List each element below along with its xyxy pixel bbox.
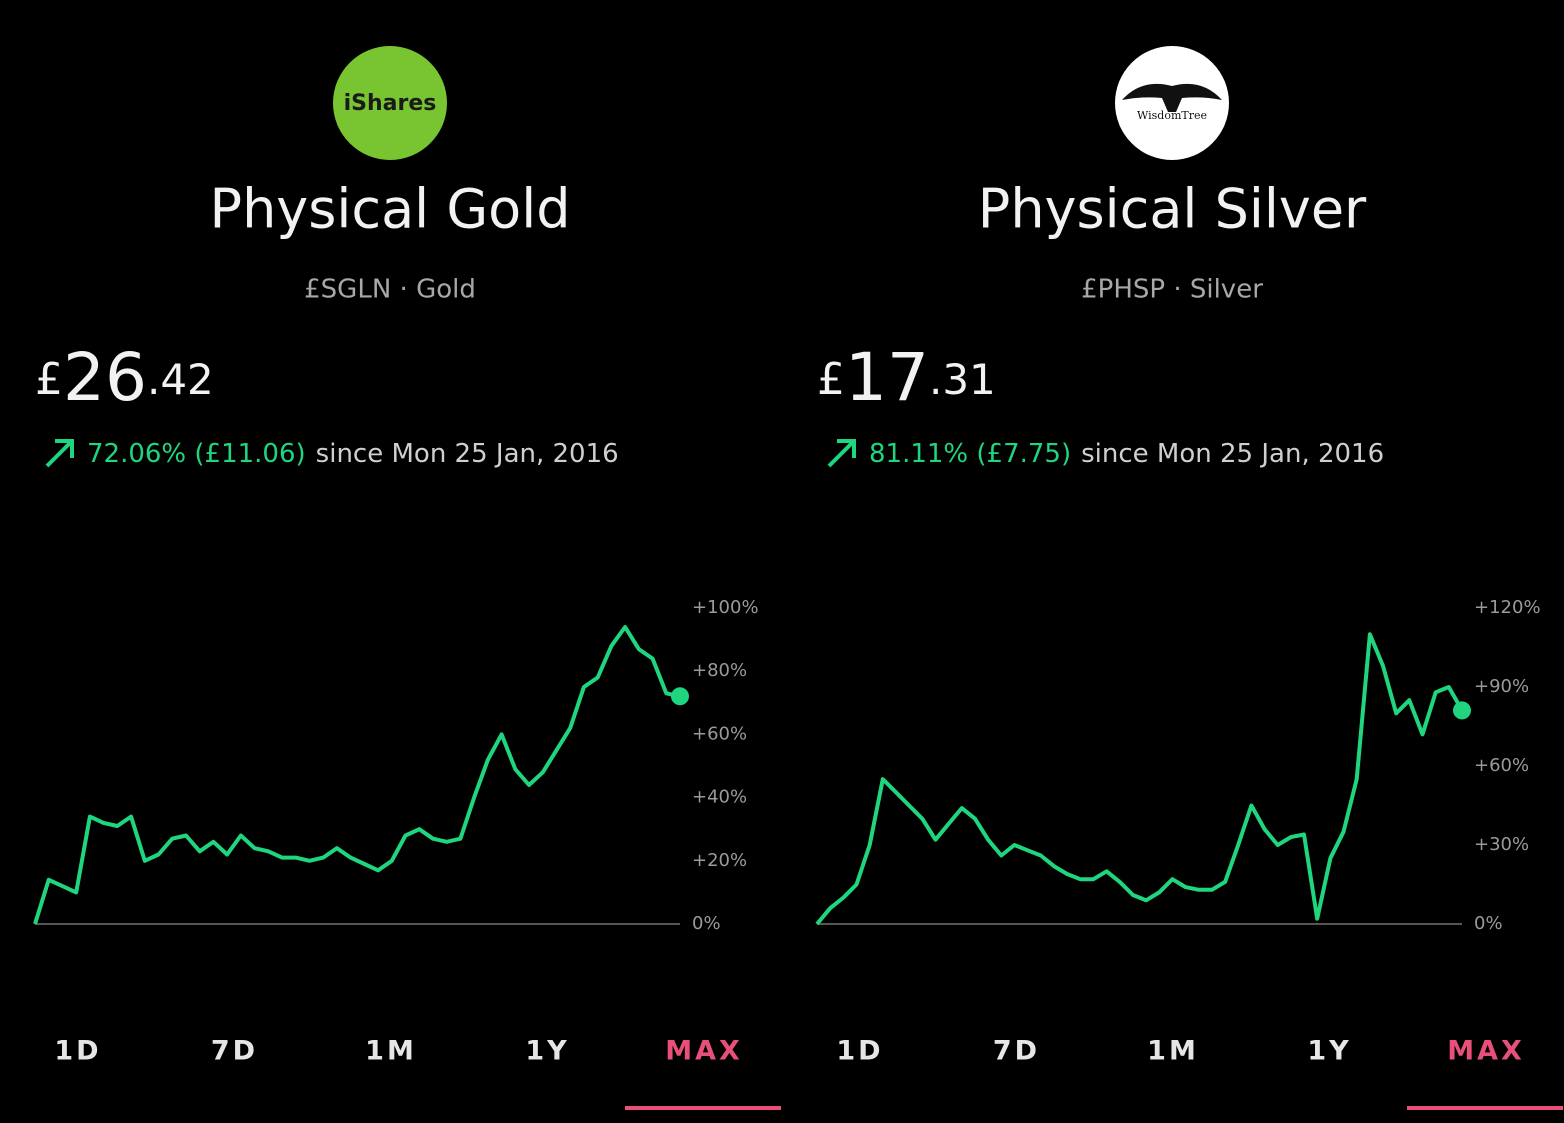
- price-fraction: .31: [929, 355, 996, 404]
- logo-tree: [1122, 83, 1222, 112]
- y-tick-label: +90%: [1474, 676, 1529, 697]
- y-tick-label: +120%: [1474, 597, 1541, 618]
- range-button[interactable]: 1M: [365, 1036, 417, 1067]
- change-row: 72.06% (£11.06) since Mon 25 Jan, 2016: [87, 439, 619, 469]
- price: £26.42: [35, 339, 214, 416]
- logo-circle: [333, 46, 447, 160]
- range-button[interactable]: 1Y: [525, 1036, 569, 1067]
- range-button[interactable]: 1D: [836, 1036, 883, 1067]
- y-tick-label: +40%: [692, 787, 747, 808]
- change-since: since Mon 25 Jan, 2016: [1081, 439, 1384, 469]
- y-tick-label: 0%: [1474, 913, 1503, 934]
- change-row: 81.11% (£7.75) since Mon 25 Jan, 2016: [869, 439, 1384, 469]
- logo-text: WisdomTree: [1137, 109, 1207, 122]
- asset-panel: WisdomTree Physical Silver £PHSP · Silver £…: [815, 46, 1563, 1110]
- change-value: 72.06% (£11.06): [87, 439, 306, 469]
- end-dot: [1453, 701, 1471, 720]
- asset-subtitle: £SGLN · Gold: [304, 275, 476, 305]
- range-button[interactable]: 1D: [54, 1036, 101, 1067]
- price-whole: 26: [63, 339, 147, 416]
- price-currency: £: [817, 354, 845, 405]
- price-whole: 17: [845, 339, 929, 416]
- y-tick-label: +100%: [692, 597, 759, 618]
- price-line: [815, 632, 1464, 926]
- y-tick-label: 0%: [692, 913, 721, 934]
- y-tick-label: +20%: [692, 850, 747, 871]
- range-underline: [1407, 1106, 1563, 1110]
- asset-subtitle: £PHSP · Silver: [1081, 275, 1263, 305]
- range-button[interactable]: 1Y: [1307, 1036, 1351, 1067]
- up-arrow-icon: [45, 439, 74, 468]
- price-line: [33, 625, 681, 925]
- range-button[interactable]: MAX: [665, 1036, 743, 1067]
- y-tick-label: +30%: [1474, 834, 1529, 855]
- logo-text: iShares: [344, 91, 437, 116]
- price: £17.31: [817, 339, 996, 416]
- range-button[interactable]: 7D: [211, 1036, 258, 1067]
- asset-panel: iShares Physical Gold £SGLN · Gold £26.42 72…: [33, 46, 781, 1110]
- up-arrow-icon: [827, 439, 856, 468]
- asset-title: Physical Silver: [978, 178, 1367, 241]
- y-tick-label: +60%: [692, 723, 747, 744]
- y-tick-label: +60%: [1474, 755, 1529, 776]
- change-value: 81.11% (£7.75): [869, 439, 1071, 469]
- range-button[interactable]: MAX: [1447, 1036, 1525, 1067]
- end-dot: [671, 687, 689, 706]
- range-button[interactable]: 7D: [993, 1036, 1040, 1067]
- y-tick-label: +80%: [692, 660, 747, 681]
- range-button[interactable]: 1M: [1147, 1036, 1199, 1067]
- asset-title: Physical Gold: [210, 178, 571, 241]
- range-underline: [625, 1106, 781, 1110]
- price-fraction: .42: [147, 355, 214, 404]
- price-currency: £: [35, 354, 63, 405]
- change-since: since Mon 25 Jan, 2016: [316, 439, 619, 469]
